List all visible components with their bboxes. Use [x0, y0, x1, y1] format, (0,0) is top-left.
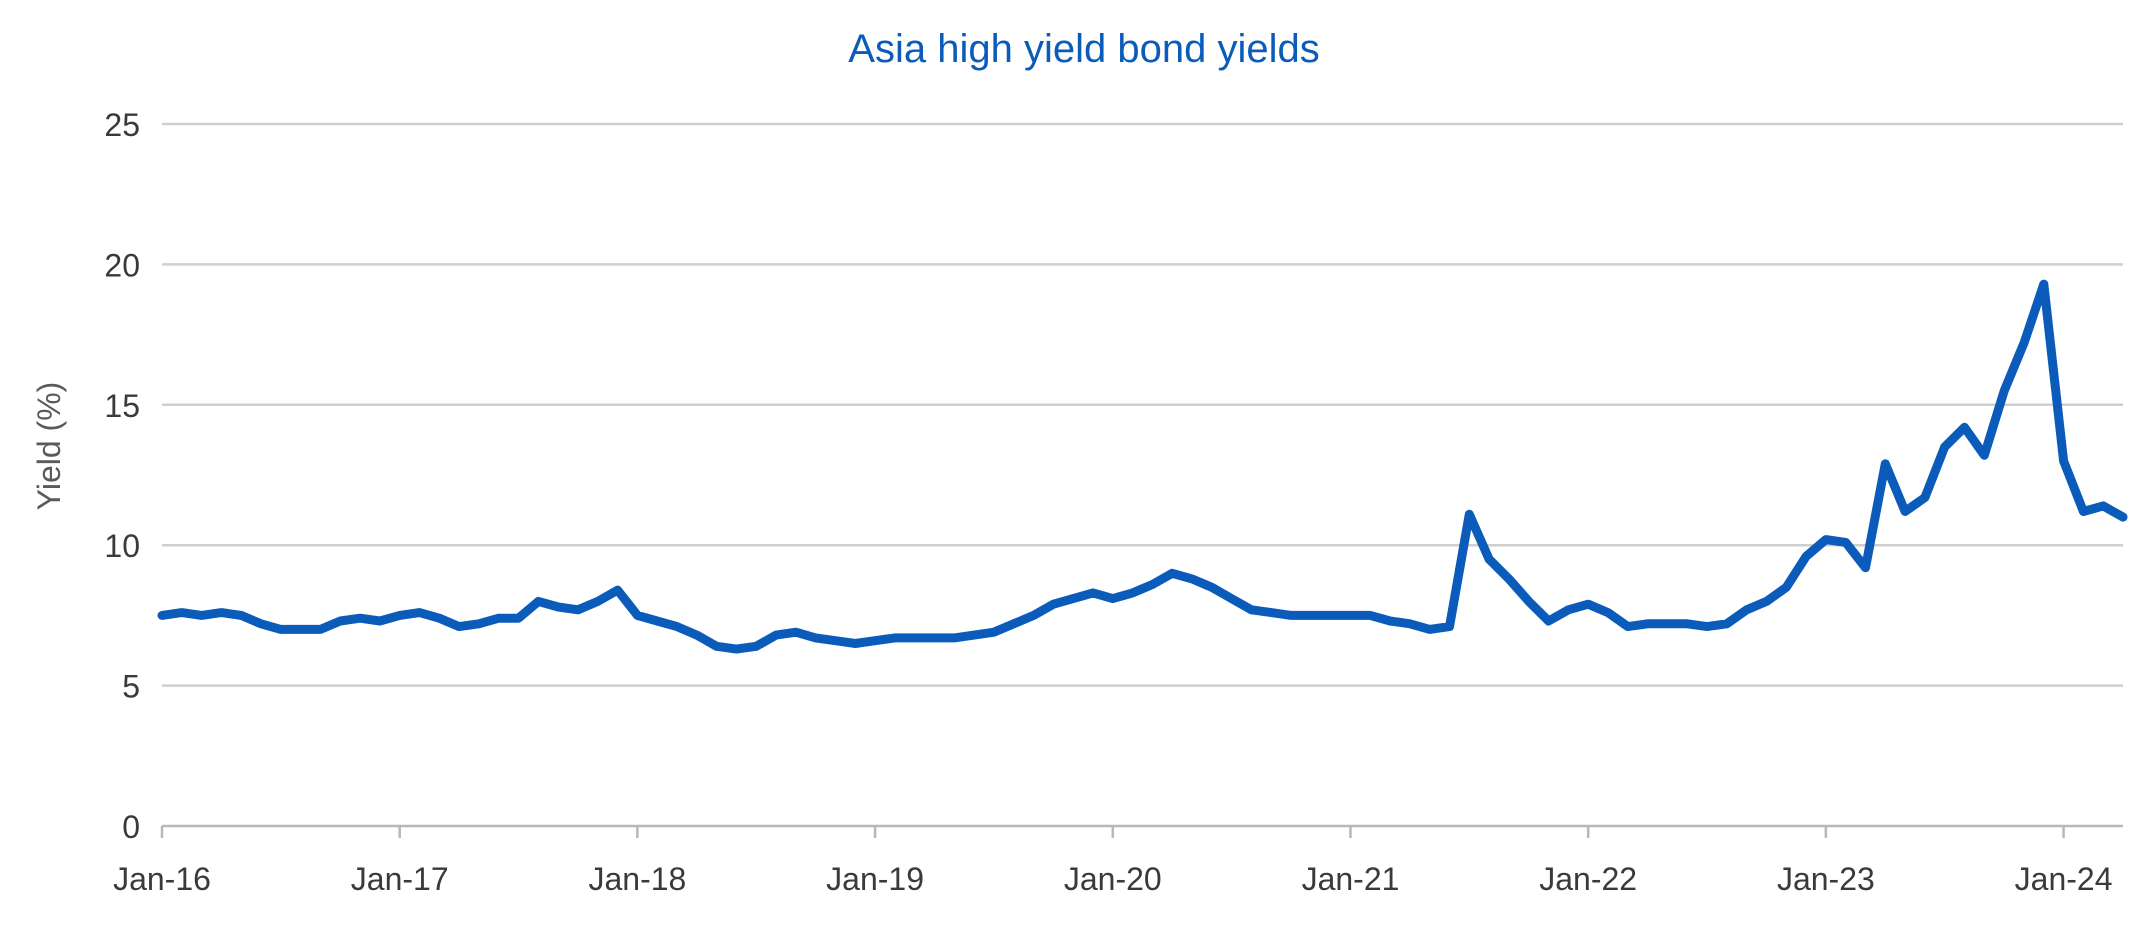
x-tick-label: Jan-18	[588, 861, 686, 897]
x-tick-label: Jan-20	[1064, 861, 1162, 897]
x-axis-ticks: Jan-16 Jan-17 Jan-18 Jan-19 Jan-20 Jan-21 Jan-…	[113, 826, 2112, 897]
y-tick-label: 25	[104, 107, 140, 143]
y-tick-label: 20	[104, 247, 140, 283]
y-tick-label: 5	[122, 669, 140, 705]
series-line	[157, 279, 2128, 654]
y-axis-ticks: 0 5 10 15 20 25	[104, 107, 140, 845]
gridlines	[162, 122, 2123, 687]
x-tick-label: Jan-22	[1539, 861, 1637, 897]
x-tick-label: Jan-23	[1777, 861, 1875, 897]
x-tick-label: Jan-24	[2015, 861, 2113, 897]
x-tick-label: Jan-17	[351, 861, 449, 897]
chart-title: Asia high yield bond yields	[848, 27, 1319, 71]
x-tick-label: Jan-16	[113, 861, 211, 897]
y-tick-label: 0	[122, 809, 140, 845]
x-tick-label: Jan-21	[1302, 861, 1400, 897]
y-tick-label: 15	[104, 388, 140, 424]
y-axis-title: Yield (%)	[31, 382, 67, 511]
y-tick-label: 10	[104, 528, 140, 564]
x-tick-label: Jan-19	[826, 861, 924, 897]
series-group	[157, 279, 2128, 654]
